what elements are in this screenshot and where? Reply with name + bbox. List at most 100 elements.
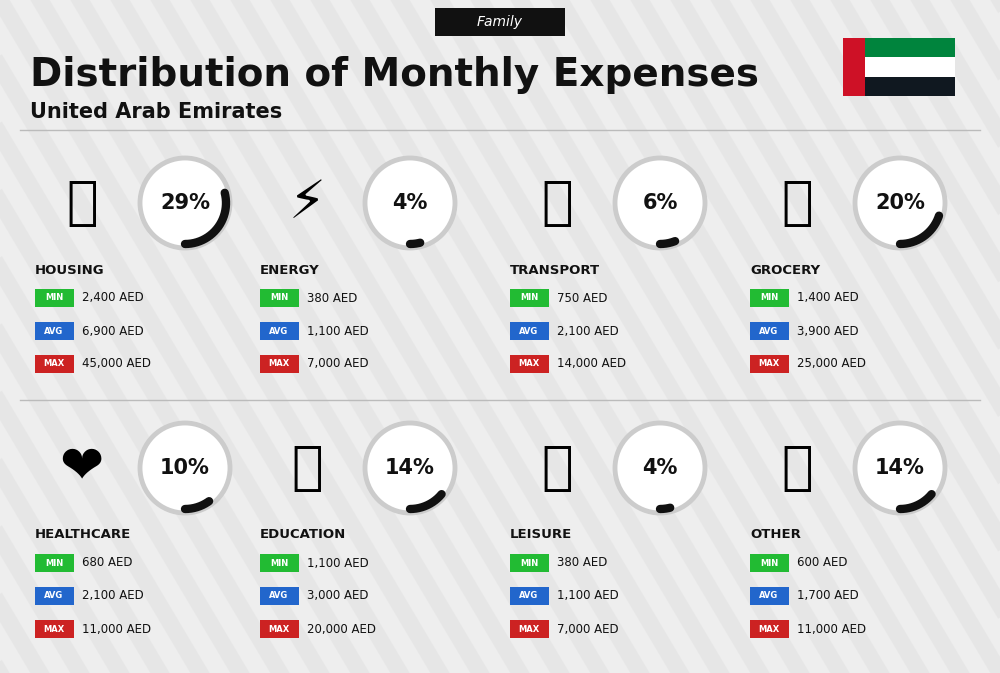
Text: AVG: AVG — [269, 592, 289, 600]
Text: MIN: MIN — [760, 293, 778, 302]
Text: 1,700 AED: 1,700 AED — [797, 590, 859, 602]
Text: EDUCATION: EDUCATION — [260, 528, 346, 542]
FancyBboxPatch shape — [865, 57, 955, 77]
Text: ⚡: ⚡ — [288, 177, 326, 229]
FancyBboxPatch shape — [510, 554, 548, 572]
Text: MAX: MAX — [518, 359, 540, 369]
FancyBboxPatch shape — [510, 587, 548, 605]
Text: 10%: 10% — [160, 458, 210, 478]
Text: MIN: MIN — [520, 293, 538, 302]
Text: MIN: MIN — [45, 293, 63, 302]
Text: 1,100 AED: 1,100 AED — [557, 590, 619, 602]
Text: 29%: 29% — [160, 193, 210, 213]
FancyBboxPatch shape — [260, 620, 298, 638]
Text: 600 AED: 600 AED — [797, 557, 848, 569]
Text: 🏙: 🏙 — [66, 177, 98, 229]
FancyBboxPatch shape — [750, 355, 788, 373]
FancyBboxPatch shape — [843, 38, 865, 96]
Text: MAX: MAX — [758, 625, 780, 633]
Text: 1,100 AED: 1,100 AED — [307, 324, 369, 337]
FancyBboxPatch shape — [260, 554, 298, 572]
Text: Distribution of Monthly Expenses: Distribution of Monthly Expenses — [30, 56, 759, 94]
Text: 💰: 💰 — [781, 442, 813, 494]
Text: MIN: MIN — [45, 559, 63, 567]
Text: MIN: MIN — [520, 559, 538, 567]
Text: MIN: MIN — [270, 559, 288, 567]
Text: United Arab Emirates: United Arab Emirates — [30, 102, 282, 122]
Text: 45,000 AED: 45,000 AED — [82, 357, 151, 371]
FancyBboxPatch shape — [34, 587, 74, 605]
Text: AVG: AVG — [759, 326, 779, 336]
FancyBboxPatch shape — [750, 322, 788, 340]
Text: 6%: 6% — [642, 193, 678, 213]
Text: MIN: MIN — [270, 293, 288, 302]
FancyBboxPatch shape — [510, 289, 548, 307]
Circle shape — [615, 158, 705, 248]
Circle shape — [365, 423, 455, 513]
FancyBboxPatch shape — [260, 355, 298, 373]
Text: HOUSING: HOUSING — [35, 264, 105, 277]
Circle shape — [615, 423, 705, 513]
FancyBboxPatch shape — [34, 620, 74, 638]
FancyBboxPatch shape — [510, 620, 548, 638]
Text: 7,000 AED: 7,000 AED — [307, 357, 369, 371]
Text: 25,000 AED: 25,000 AED — [797, 357, 866, 371]
Text: MAX: MAX — [758, 359, 780, 369]
FancyBboxPatch shape — [750, 587, 788, 605]
Text: 750 AED: 750 AED — [557, 291, 608, 304]
Text: 7,000 AED: 7,000 AED — [557, 623, 619, 635]
Text: 🎓: 🎓 — [291, 442, 323, 494]
Text: 14%: 14% — [875, 458, 925, 478]
Text: AVG: AVG — [519, 592, 539, 600]
FancyBboxPatch shape — [260, 322, 298, 340]
Text: 🚌: 🚌 — [541, 177, 573, 229]
Text: 20%: 20% — [875, 193, 925, 213]
FancyBboxPatch shape — [865, 77, 955, 96]
Text: AVG: AVG — [44, 592, 64, 600]
FancyBboxPatch shape — [34, 322, 74, 340]
Text: MAX: MAX — [268, 625, 290, 633]
Text: AVG: AVG — [519, 326, 539, 336]
FancyBboxPatch shape — [510, 322, 548, 340]
Text: ❤️: ❤️ — [60, 442, 104, 494]
Text: 2,100 AED: 2,100 AED — [557, 324, 619, 337]
FancyBboxPatch shape — [750, 620, 788, 638]
Text: TRANSPORT: TRANSPORT — [510, 264, 600, 277]
Text: MAX: MAX — [518, 625, 540, 633]
FancyBboxPatch shape — [260, 587, 298, 605]
Circle shape — [855, 423, 945, 513]
Text: 14%: 14% — [385, 458, 435, 478]
FancyBboxPatch shape — [865, 38, 955, 57]
Text: AVG: AVG — [269, 326, 289, 336]
FancyBboxPatch shape — [34, 355, 74, 373]
Text: 2,100 AED: 2,100 AED — [82, 590, 144, 602]
Text: 3,000 AED: 3,000 AED — [307, 590, 368, 602]
FancyBboxPatch shape — [435, 8, 565, 36]
Circle shape — [365, 158, 455, 248]
Text: MIN: MIN — [760, 559, 778, 567]
Text: OTHER: OTHER — [750, 528, 801, 542]
Text: MAX: MAX — [43, 625, 65, 633]
FancyBboxPatch shape — [260, 289, 298, 307]
FancyBboxPatch shape — [34, 554, 74, 572]
Text: AVG: AVG — [44, 326, 64, 336]
Text: 380 AED: 380 AED — [557, 557, 607, 569]
Text: 1,100 AED: 1,100 AED — [307, 557, 369, 569]
FancyBboxPatch shape — [510, 355, 548, 373]
Text: 11,000 AED: 11,000 AED — [797, 623, 866, 635]
Text: 380 AED: 380 AED — [307, 291, 357, 304]
Circle shape — [140, 158, 230, 248]
Text: 3,900 AED: 3,900 AED — [797, 324, 859, 337]
Text: 6,900 AED: 6,900 AED — [82, 324, 144, 337]
Text: LEISURE: LEISURE — [510, 528, 572, 542]
Text: ENERGY: ENERGY — [260, 264, 320, 277]
Text: 1,400 AED: 1,400 AED — [797, 291, 859, 304]
Text: 20,000 AED: 20,000 AED — [307, 623, 376, 635]
Text: 4%: 4% — [642, 458, 678, 478]
FancyBboxPatch shape — [750, 289, 788, 307]
Text: 680 AED: 680 AED — [82, 557, 132, 569]
Text: Family: Family — [477, 15, 523, 29]
FancyBboxPatch shape — [750, 554, 788, 572]
Circle shape — [140, 423, 230, 513]
Text: 🛒: 🛒 — [781, 177, 813, 229]
